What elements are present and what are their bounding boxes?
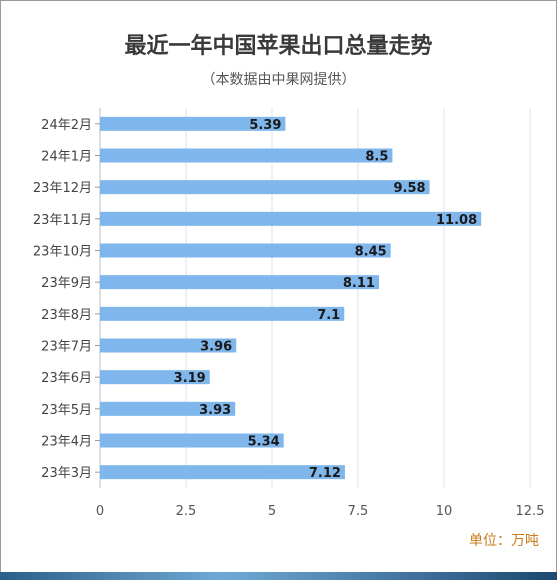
y-tick-label: 23年3月: [41, 466, 92, 481]
bar: [100, 275, 379, 290]
y-tick-label: 23年5月: [41, 403, 92, 418]
y-tick-label: 24年1月: [41, 150, 92, 165]
y-tick-label: 23年10月: [33, 245, 92, 260]
data-label: 3.96: [200, 340, 232, 355]
data-label: 8.11: [343, 276, 375, 291]
data-label: 8.5: [365, 150, 388, 165]
bar: [100, 306, 345, 321]
bar: [100, 243, 391, 258]
bar: [100, 433, 284, 448]
data-label: 5.34: [248, 435, 280, 450]
bar: [100, 180, 430, 195]
data-label: 7.12: [309, 466, 341, 481]
bar: [100, 116, 286, 131]
bar: [100, 465, 345, 480]
bar: [100, 401, 236, 416]
bottom-decorative-strip: [0, 572, 557, 580]
data-label: 3.19: [174, 371, 206, 386]
y-tick-label: 23年11月: [33, 213, 92, 228]
bar: [100, 211, 482, 226]
data-label: 8.45: [355, 245, 387, 260]
y-tick-label: 23年8月: [41, 308, 92, 323]
bar: [100, 370, 210, 385]
y-tick-label: 23年9月: [41, 276, 92, 291]
bar: [100, 148, 393, 163]
x-tick-label: 5: [268, 504, 276, 519]
x-tick-label: 2.5: [176, 504, 197, 519]
y-tick-label: 24年2月: [41, 118, 92, 133]
x-tick-label: 0: [96, 504, 104, 519]
x-tick-label: 10: [436, 504, 453, 519]
y-tick-label: 23年6月: [41, 371, 92, 386]
data-label: 3.93: [199, 403, 231, 418]
bar: [100, 338, 237, 353]
data-label: 5.39: [249, 118, 281, 133]
chart-subtitle: （本数据由中果网提供）: [201, 72, 356, 88]
x-tick-label: 12.5: [516, 504, 545, 519]
data-label: 7.1: [317, 308, 340, 323]
y-tick-label: 23年7月: [41, 340, 92, 355]
data-label: 11.08: [436, 213, 477, 228]
chart-title: 最近一年中国苹果出口总量走势: [124, 34, 433, 59]
y-tick-label: 23年4月: [41, 435, 92, 450]
y-tick-label: 23年12月: [33, 181, 92, 196]
x-tick-label: 7.5: [348, 504, 369, 519]
data-label: 9.58: [393, 181, 425, 196]
unit-note: 单位：万吨: [469, 533, 539, 549]
